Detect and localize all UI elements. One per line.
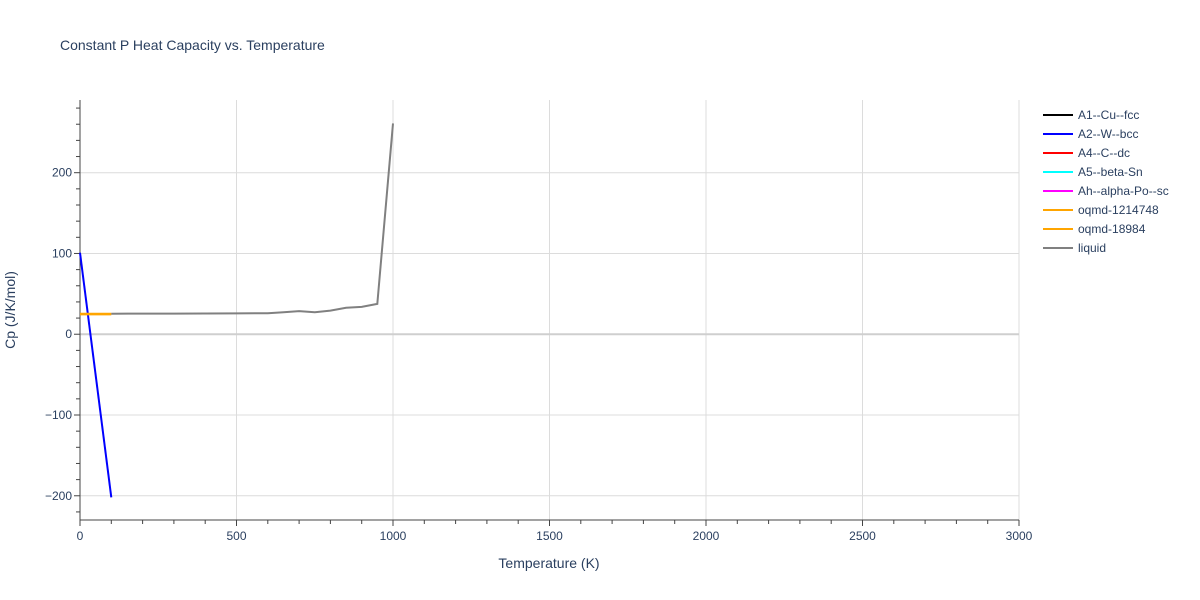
x-tick-label: 2500	[849, 529, 876, 543]
y-tick-label: −100	[45, 408, 72, 422]
axes	[74, 100, 1020, 526]
x-tick-label: 500	[226, 529, 246, 543]
legend-label: A4--C--dc	[1078, 146, 1130, 160]
legend[interactable]: A1--Cu--fcc A2--W--bcc A4--C--dc A5--beta-S…	[1043, 108, 1169, 255]
x-tick-label: 1500	[536, 529, 563, 543]
x-tick-label: 3000	[1006, 529, 1033, 543]
legend-item[interactable]: A4--C--dc	[1043, 146, 1130, 160]
x-tick-label: 1000	[380, 529, 407, 543]
y-tick-label: 0	[65, 327, 72, 341]
grid	[80, 100, 1020, 520]
legend-label: Ah--alpha-Po--sc	[1078, 184, 1169, 198]
x-axis-ticks: 0 500 1000 1500 2000 2500 3000	[77, 529, 1033, 543]
y-tick-label: −200	[45, 489, 72, 503]
x-axis-title: Temperature (K)	[498, 555, 599, 571]
legend-item[interactable]: Ah--alpha-Po--sc	[1043, 184, 1169, 198]
legend-label: oqmd-1214748	[1078, 203, 1159, 217]
y-tick-label: 200	[52, 166, 72, 180]
legend-item[interactable]: A1--Cu--fcc	[1043, 108, 1139, 122]
series-line-liquid	[111, 123, 394, 315]
legend-item[interactable]: oqmd-18984	[1043, 222, 1146, 236]
legend-item[interactable]: A5--beta-Sn	[1043, 165, 1143, 179]
legend-label: A5--beta-Sn	[1078, 165, 1143, 179]
legend-label: A2--W--bcc	[1078, 127, 1138, 141]
series-lines	[79, 123, 394, 498]
legend-item[interactable]: A2--W--bcc	[1043, 127, 1138, 141]
legend-label: A1--Cu--fcc	[1078, 108, 1139, 122]
legend-label: oqmd-18984	[1078, 222, 1146, 236]
series-line-A2--W--bcc	[79, 252, 113, 498]
x-tick-label: 0	[77, 529, 84, 543]
y-axis-title: Cp (J/K/mol)	[2, 271, 18, 349]
x-tick-label: 2000	[693, 529, 720, 543]
legend-item[interactable]: oqmd-1214748	[1043, 203, 1159, 217]
chart-title: Constant P Heat Capacity vs. Temperature	[60, 37, 325, 53]
y-axis-ticks: −200 −100 0 100 200	[45, 166, 72, 503]
y-tick-label: 100	[52, 246, 72, 260]
legend-item[interactable]: liquid	[1043, 241, 1106, 255]
legend-label: liquid	[1078, 241, 1106, 255]
